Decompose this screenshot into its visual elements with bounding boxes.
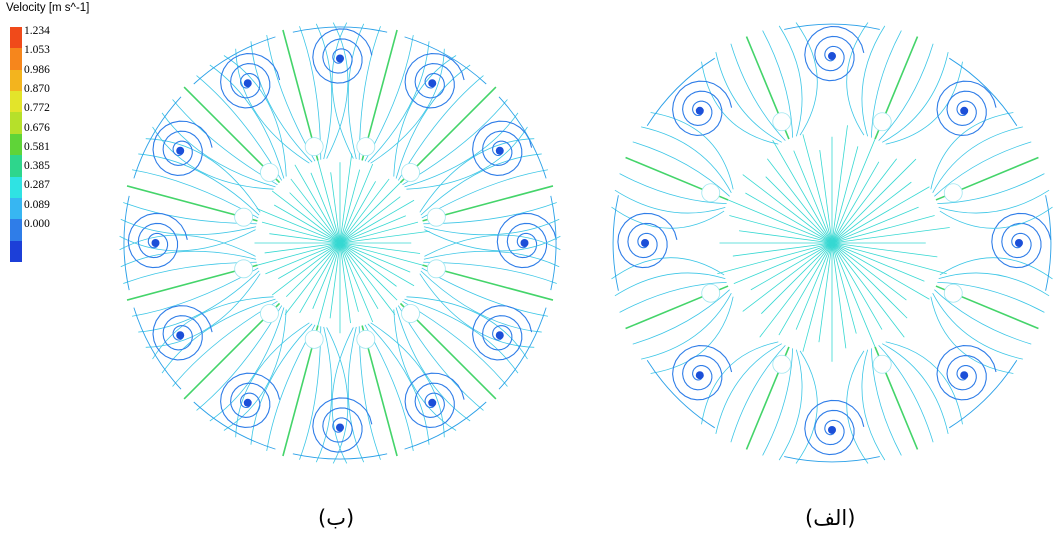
legend-value-label: 0.385 [24,160,50,173]
rotor-outline [234,137,446,349]
legend-value-label: 1.234 [24,25,50,37]
caption-right: (الف) [805,506,856,530]
legend-value-label: 0.772 [24,102,50,115]
legend-color-block [10,133,22,156]
legend-color-block [10,48,22,71]
streamlines [611,22,1053,464]
rotor-outline [701,112,963,374]
legend-value-label: 0.000 [24,218,50,230]
streamlines [119,22,561,464]
velocity-legend: Velocity [m s^-1] 1.234 1.053 0.986 0.870 0.… [0,0,110,270]
legend-value-label: 1.053 [24,44,50,57]
legend-color-block [10,176,22,199]
legend-color-block [10,91,22,113]
legend-color-block [10,69,22,92]
legend-value-label: 0.581 [24,140,50,153]
legend-color-block [10,240,22,263]
legend-value-label: 0.089 [24,198,50,211]
caption-left: (ب) [318,506,355,530]
legend-color-block [10,112,22,135]
legend-value-label: 0.986 [24,63,50,76]
legend-color-bar [10,27,22,263]
streamline-plot-left [119,22,561,464]
legend-title: Velocity [m s^-1] [6,2,90,14]
legend-color-block [10,197,22,220]
legend-value-label: 0.287 [24,179,50,192]
legend-value-label: 0.676 [24,121,50,134]
legend-value-label: 0.870 [24,82,50,95]
streamline-plot-right [611,22,1053,464]
legend-color-block [10,27,22,49]
legend-color-block [10,155,22,178]
legend-color-block [10,219,22,242]
